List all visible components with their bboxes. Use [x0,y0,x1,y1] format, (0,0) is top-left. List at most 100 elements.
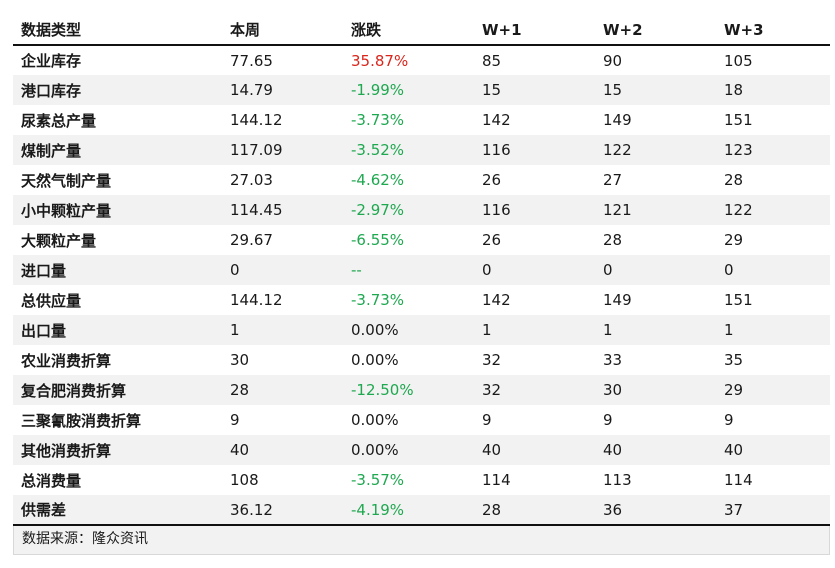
row-w1-cell: 114 [482,471,511,489]
row-name-cell: 复合肥消费折算 [21,381,127,400]
row-w2-cell: 121 [603,201,632,219]
table-row: 港口库存 14.79 -1.99% 15 15 18 [13,75,830,105]
row-w2-cell: 149 [603,111,632,129]
row-this-week-cell: 30 [230,351,250,369]
row-w3-cell: 9 [724,411,734,429]
row-change-cell: -3.73% [351,291,405,309]
row-change-cell: 35.87% [351,51,409,70]
urea-balance-table: 数据类型 本周 涨跌 W+1 W+2 W+3 企业库存 77.65 35.87% 85… [13,13,830,526]
row-change-cell: -- [351,261,362,279]
table-row: 尿素总产量 144.12 -3.73% 142 149 151 [13,105,830,135]
row-name-cell: 出口量 [21,321,67,340]
row-w3-cell: 151 [724,111,753,129]
row-name-cell: 进口量 [21,261,67,280]
row-change-cell: 0.00% [351,441,399,459]
row-change-cell: -12.50% [351,381,414,399]
row-this-week-cell: 36.12 [222,495,343,526]
row-w1-cell: 26 [482,231,502,249]
row-change-cell: -3.57% [351,471,405,489]
row-w2-cell: 15 [603,81,623,99]
row-this-week-cell: 0 [230,261,240,279]
row-name-cell: 供需差 [13,495,222,526]
table-row: 其他消费折算 40 0.00% 40 40 40 [13,435,830,465]
table-row: 农业消费折算 30 0.00% 32 33 35 [13,345,830,375]
row-w2-cell: 33 [603,351,623,369]
row-w1-cell: 15 [482,81,502,99]
data-table-container: 数据类型 本周 涨跌 W+1 W+2 W+3 企业库存 77.65 35.87% 85… [13,13,830,555]
row-name-cell: 企业库存 [21,52,82,70]
row-this-week-cell: 14.79 [230,81,273,99]
row-w1-cell: 142 [482,291,511,309]
row-change-cell: -6.55% [351,231,405,249]
row-w3-cell: 0 [724,261,734,279]
row-name-cell: 三聚氰胺消费折算 [21,411,142,430]
row-w1-cell: 116 [482,201,511,219]
row-name-cell: 尿素总产量 [21,111,97,130]
row-this-week-cell: 144.12 [230,111,283,129]
row-w1-cell: 28 [474,495,595,526]
source-note: 数据来源：隆众资讯 [13,526,830,555]
table-row: 出口量 1 0.00% 1 1 1 [13,315,830,345]
row-w3-cell: 105 [724,51,753,70]
table-row: 企业库存 77.65 35.87% 85 90 105 [13,45,830,75]
table-row: 进口量 0 -- 0 0 0 [13,255,830,285]
row-w2-cell: 1 [603,321,613,339]
table-body: 企业库存 77.65 35.87% 85 90 105 港口库存 14.79 -1.99% 15 1… [13,45,830,526]
table-row: 总消费量 108 -3.57% 114 113 114 [13,465,830,495]
row-w1-cell: 32 [482,351,502,369]
header-w1: W+1 [474,13,595,46]
table-row: 总供应量 144.12 -3.73% 142 149 151 [13,285,830,315]
row-this-week-cell: 1 [230,321,240,339]
table-row: 天然气制产量 27.03 -4.62% 26 27 28 [13,165,830,195]
row-this-week-cell: 9 [230,411,240,429]
row-this-week-cell: 27.03 [230,171,273,189]
row-w3-cell: 29 [724,231,744,249]
row-this-week-cell: 108 [230,471,259,489]
row-w1-cell: 116 [482,141,511,159]
row-name-cell: 煤制产量 [21,141,82,160]
row-this-week-cell: 29.67 [230,231,273,249]
row-w1-cell: 1 [482,321,492,339]
row-w3-cell: 28 [724,171,744,189]
row-this-week-cell: 117.09 [230,141,283,159]
row-w2-cell: 9 [603,411,613,429]
row-this-week-cell: 28 [230,381,250,399]
row-w2-cell: 113 [603,471,632,489]
header-w2: W+2 [595,13,716,46]
row-w3-cell: 18 [724,81,744,99]
table-row: 煤制产量 117.09 -3.52% 116 122 123 [13,135,830,165]
row-w3-cell: 40 [724,441,744,459]
row-change-cell: 0.00% [351,321,399,339]
row-w1-cell: 142 [482,111,511,129]
row-name-cell: 天然气制产量 [21,171,112,190]
header-change: 涨跌 [343,13,474,46]
header-data-type: 数据类型 [13,13,222,46]
row-w1-cell: 9 [482,411,492,429]
row-w3-cell: 151 [724,291,753,309]
row-change-cell: -1.99% [351,81,405,99]
row-name-cell: 小中颗粒产量 [21,201,112,220]
row-w3-cell: 35 [724,351,744,369]
row-w2-cell: 90 [603,51,623,70]
row-name-cell: 总供应量 [21,291,82,310]
row-change-cell: -4.62% [351,171,405,189]
row-w2-cell: 36 [595,495,716,526]
row-name-cell: 总消费量 [21,471,82,490]
row-change-cell: -3.52% [351,141,405,159]
header-w3: W+3 [716,13,830,46]
row-w1-cell: 85 [482,51,502,70]
table-header-row: 数据类型 本周 涨跌 W+1 W+2 W+3 [13,13,830,46]
row-w2-cell: 27 [603,171,623,189]
row-change-cell: -3.73% [351,111,405,129]
row-w3-cell: 123 [724,141,753,159]
row-change-cell: -4.19% [343,495,474,526]
row-name-cell: 港口库存 [21,81,82,100]
row-w1-cell: 26 [482,171,502,189]
row-this-week-cell: 114.45 [230,201,283,219]
row-w1-cell: 40 [482,441,502,459]
table-row: 复合肥消费折算 28 -12.50% 32 30 29 [13,375,830,405]
row-w2-cell: 40 [603,441,623,459]
row-this-week-cell: 77.65 [230,51,273,70]
table-row: 大颗粒产量 29.67 -6.55% 26 28 29 [13,225,830,255]
row-w1-cell: 0 [482,261,492,279]
